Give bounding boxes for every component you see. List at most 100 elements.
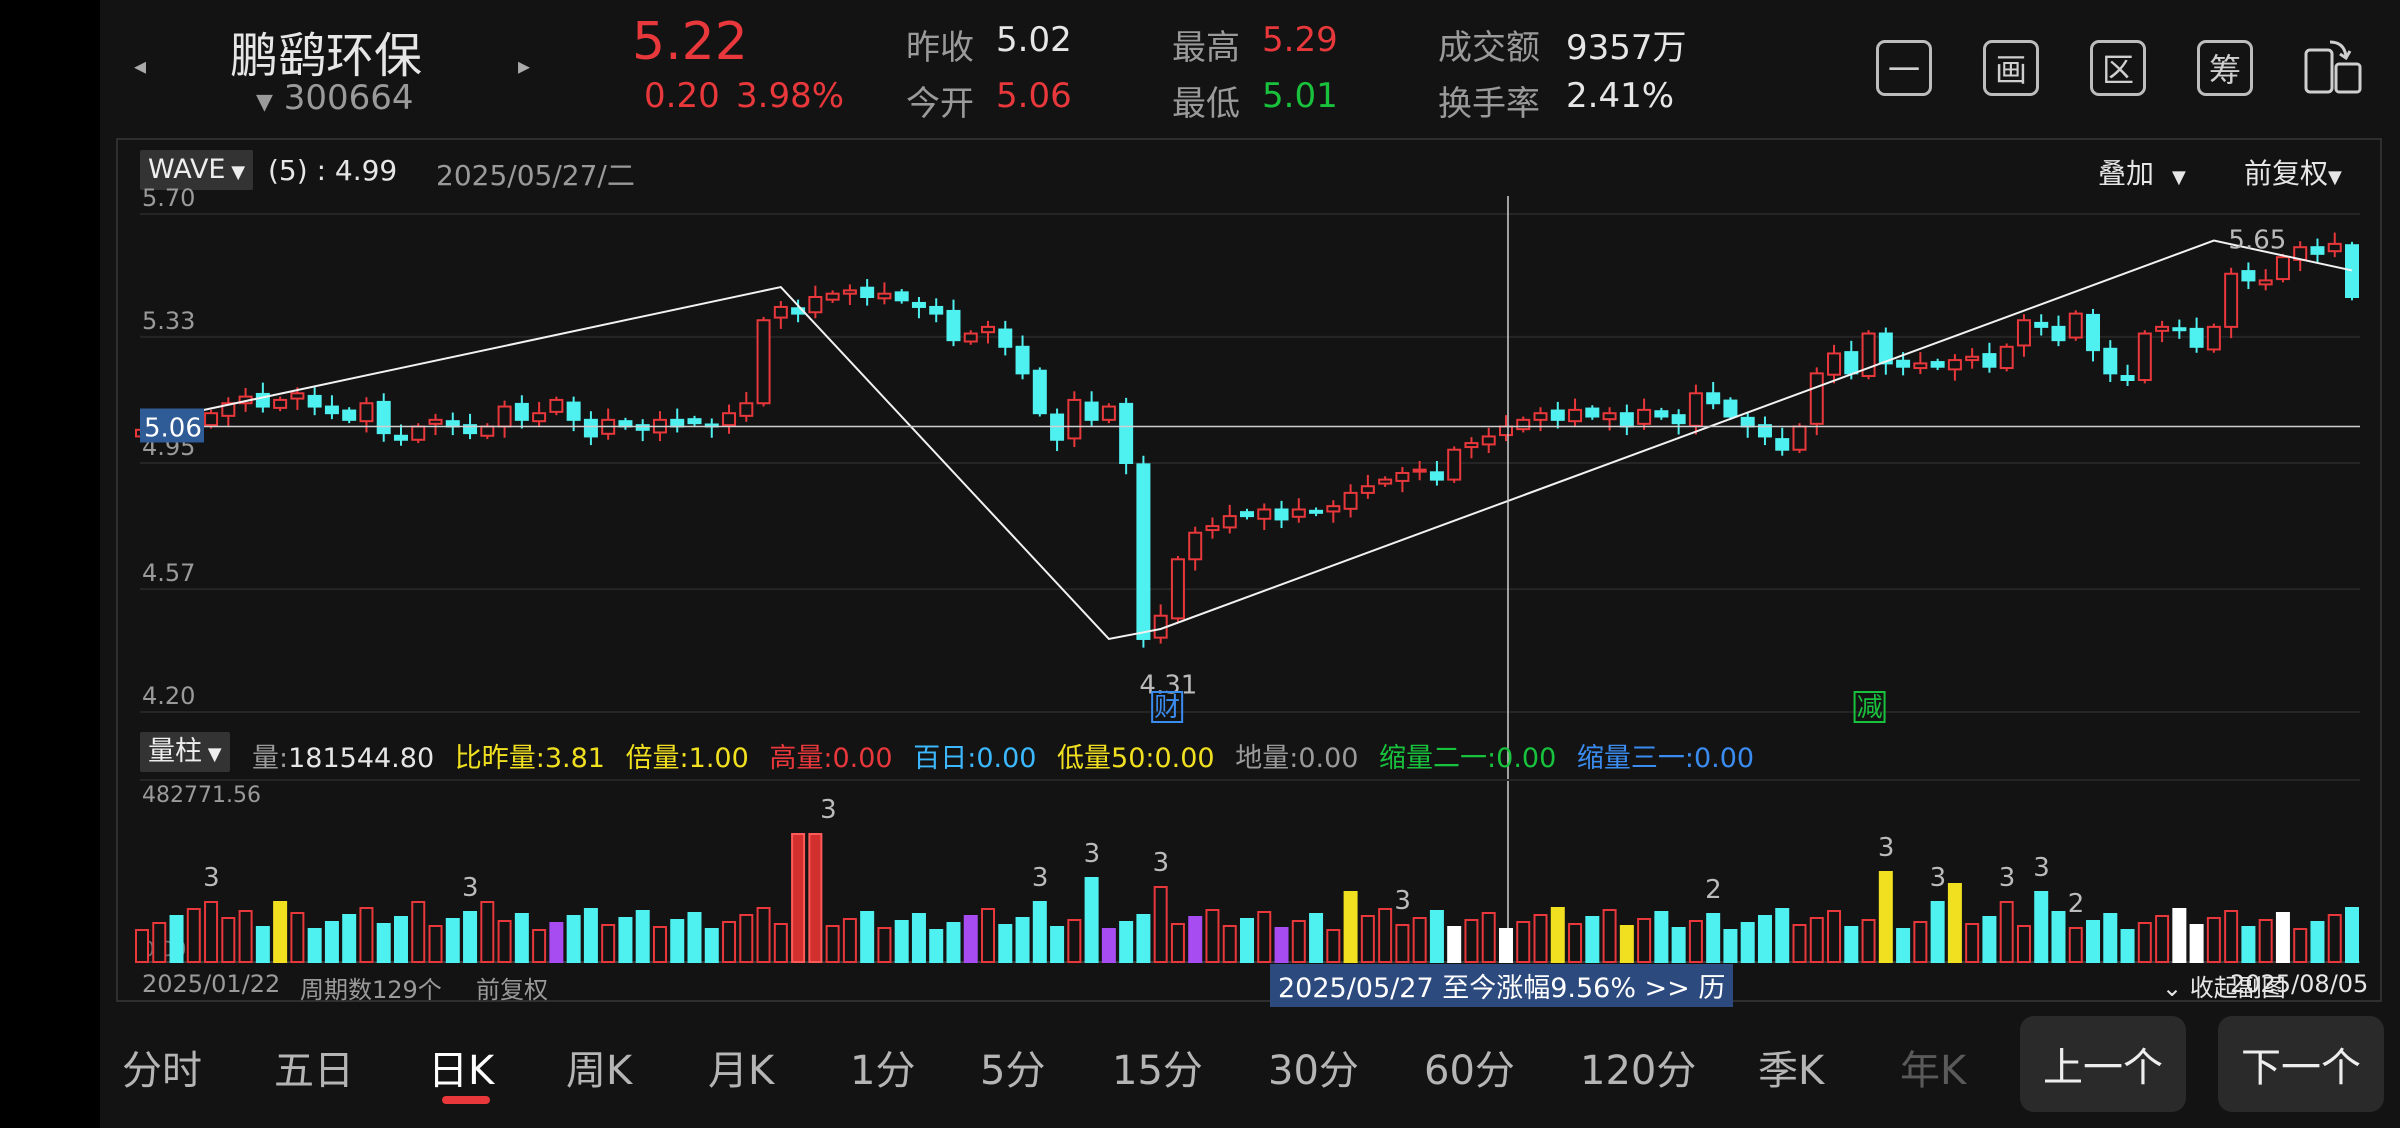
candle-body [1257,508,1272,520]
volume-bar [1637,918,1652,963]
volume-bar [2137,922,2152,963]
volume-bar [376,923,391,963]
candle-body [1947,359,1962,371]
volume-bar [687,912,702,963]
candle-body [687,418,702,425]
volume-bar [1481,912,1496,963]
candle-body [1568,408,1583,423]
volume-bar [825,925,840,963]
volume-bar [929,929,944,963]
ground-label: 地量: [1235,743,1299,774]
candle-body [1067,398,1082,440]
tab-quarter-k[interactable]: 季K [1758,1048,1825,1094]
volume-bar [1412,917,1427,963]
kline-chart[interactable]: 5.705.334.954.574.205.654.315.06财 减482771… [100,0,2400,1010]
candle-body [307,394,322,408]
candle-body [2016,319,2031,347]
high-label: 最高 [1172,28,1240,68]
line-tool-button[interactable]: 一 [1876,40,1932,96]
candle-body [1723,399,1738,418]
indicator-selector[interactable]: WAVE ▼ [140,150,254,190]
price-tick-label: 5.70 [142,184,195,212]
volume-count-label: 2 [1705,875,1722,905]
tab-year-k[interactable]: 年K [1900,1048,1967,1094]
volume-bar [2034,891,2049,963]
candle-body [1464,442,1479,449]
candle-body [2327,242,2342,253]
candle-body [2345,244,2359,298]
candle-body [2068,312,2083,339]
volume-bar [393,916,408,963]
range-info-banner[interactable]: 2025/05/27 至今涨幅9.56% >> 历 [1270,964,1734,1007]
volume-bar [756,907,771,963]
prev-stock-button[interactable]: 上一个 [2020,1016,2186,1112]
volume-bar [652,926,667,963]
volume-bar [1378,908,1393,963]
candle-body [1671,414,1686,425]
candle-body [2189,327,2204,348]
volume-bar [1447,926,1462,963]
next-stock-button[interactable]: 下一个 [2218,1016,2384,1112]
tab-daily-k[interactable]: 日K [428,1048,495,1094]
tab-monthly-k[interactable]: 月K [708,1048,775,1094]
volume-bar [1930,901,1945,963]
candle-body [1395,471,1410,482]
low-price-mark: 4.31 [1139,670,1197,700]
overlay-dropdown[interactable]: 叠加 ▼ [2098,152,2186,192]
event-marker-label: 财 [1154,693,1180,723]
overlay-label: 叠加 [2098,157,2155,190]
tab-weekly-k[interactable]: 周K [566,1048,633,1094]
highvol-value: 0.00 [832,743,893,774]
rotate-screen-icon[interactable] [2300,36,2364,100]
prev-stock-arrow[interactable]: ◂ [134,52,147,80]
volume-bar [2275,912,2290,963]
amount-label: 成交额 [1438,28,1540,68]
crosshair-price-label: 5.06 [144,413,202,443]
volume-bar [204,901,219,963]
range-tool-button[interactable]: 区 [2090,40,2146,96]
tab-5min[interactable]: 5分 [980,1048,1046,1094]
tab-60min[interactable]: 60分 [1424,1048,1515,1094]
candle-body [1965,355,1980,362]
volume-bar [2068,927,2083,963]
collapse-subchart-button[interactable]: ⌄ 收起副图 [2162,968,2286,1003]
volume-bar [1550,907,1565,963]
current-price: 5.22 [632,12,748,72]
volume-bar [601,924,616,963]
low-label: 最低 [1172,84,1240,124]
tab-15min[interactable]: 15分 [1112,1048,1203,1094]
shrink2-value: 0.00 [1496,743,1557,774]
volume-bar [2345,907,2359,963]
turnover-label: 换手率 [1438,84,1540,124]
volume-bar [808,833,823,963]
stock-code-dropdown[interactable]: ▼ 300664 [256,78,414,118]
draw-tool-button[interactable]: 画 [1983,40,2039,96]
tab-120min[interactable]: 120分 [1580,1048,1697,1094]
candle-body [1412,468,1427,473]
volume-bar [1464,919,1479,963]
candle-body [1205,525,1220,532]
volume-indicator-selector[interactable]: 量柱 ▼ [140,732,230,772]
volume-bar [1913,921,1928,963]
volume-bar [2155,915,2170,963]
caret-down-icon: ▼ [2172,167,2186,188]
volume-bar [1257,911,1272,963]
candle-body [1136,463,1151,640]
chevron-down-icon: ⌄ [2162,974,2183,1002]
tab-30min[interactable]: 30分 [1268,1048,1359,1094]
candle-body [963,332,978,343]
tab-fenshi[interactable]: 分时 [122,1048,202,1094]
low50-value: 0.00 [1154,743,1215,774]
candle-body [1878,332,1893,365]
volume-bar [1032,901,1047,963]
volume-bar [791,833,806,963]
tab-five-day[interactable]: 五日 [274,1048,354,1094]
next-stock-arrow[interactable]: ▸ [518,52,531,80]
volume-count-label: 3 [2033,853,2050,883]
volume-bar [1205,909,1220,963]
tab-1min[interactable]: 1分 [850,1048,916,1094]
candle-body [1326,505,1341,513]
adjust-dropdown[interactable]: 前复权▼ [2244,152,2342,192]
chips-tool-button[interactable]: 筹 [2197,40,2253,96]
amount-value: 9357万 [1566,28,1687,68]
